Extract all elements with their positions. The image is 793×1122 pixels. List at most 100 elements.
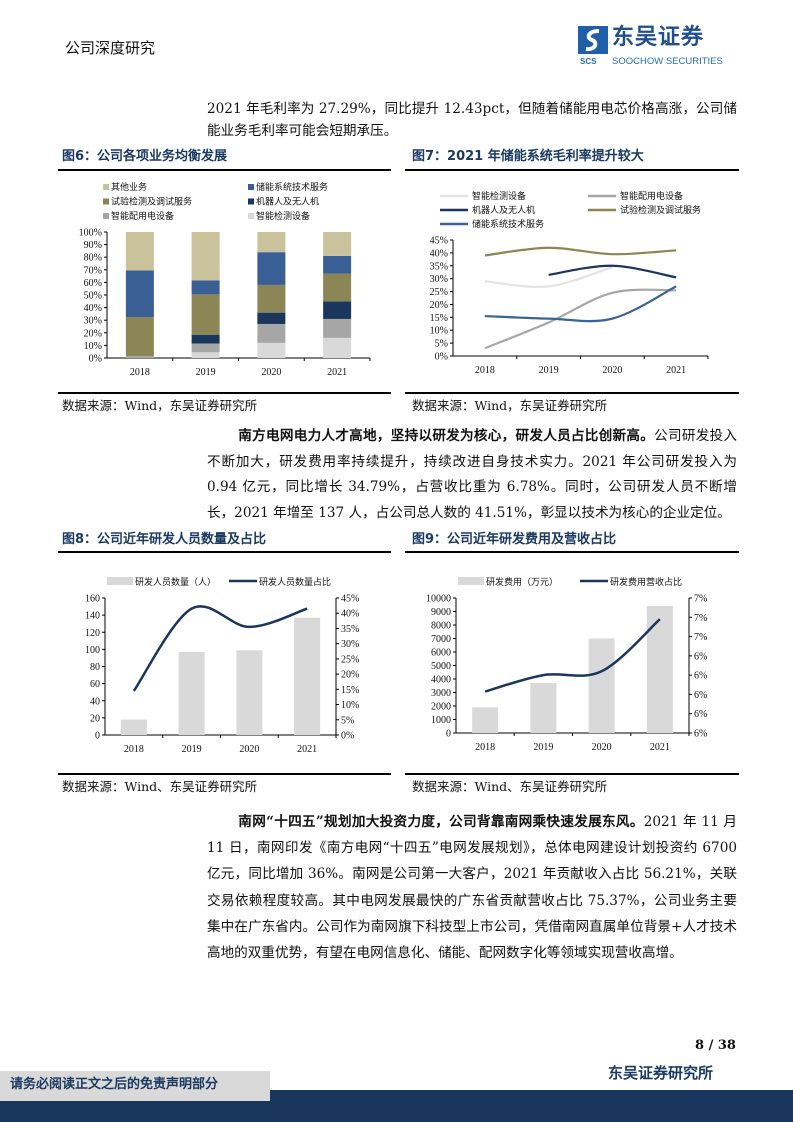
fig7-y-tick-label: 25% [430, 287, 448, 298]
fig9-x-tick-label: 2021 [650, 742, 670, 753]
fig7-title: 图7：2021 年储能系统毛利率提升较大 [412, 149, 644, 164]
fig7-x-tick-label: 2018 [475, 365, 495, 376]
paragraph-rd-body: 公司研发投入不断加大，研发费用率持续提升，持续改进自身技术实力。2021 年公司… [207, 428, 738, 521]
fig8-y-tick-label: 40 [90, 696, 100, 707]
fig6-legend-swatch [103, 198, 109, 205]
fig7-legend-label: 机器人及无人机 [472, 204, 535, 216]
fig7-series-line [484, 285, 677, 323]
logo-mark-icon [578, 26, 608, 54]
fig7-legend-label: 储能系统技术服务 [472, 218, 544, 230]
fig8-y-tick-label: 60 [90, 679, 100, 690]
fig6-y-tick-label: 20% [84, 328, 102, 339]
fig9-bottom-rule [405, 773, 739, 775]
fig8-legend-line-label: 研发人员数量占比 [259, 576, 331, 588]
fig6-y-tick-label: 0% [89, 354, 102, 365]
fig7-y-tick-label: 10% [430, 326, 448, 337]
fig7-y-tick-label: 30% [430, 274, 448, 285]
fig9-y-tick-label: 2000 [431, 702, 451, 713]
fig8-y2-tick-label: 25% [341, 654, 359, 665]
fig9-y2-tick-label: 7% [694, 613, 707, 624]
fig6-y-tick-label: 80% [84, 253, 102, 264]
fig6-y-tick-label: 40% [84, 303, 102, 314]
fig6-bar-segment [257, 232, 286, 253]
fig9-y2-tick-label: 6% [694, 690, 707, 701]
fig6-y-tick-label: 60% [84, 278, 102, 289]
fig8-x-tick-label: 2021 [297, 744, 317, 755]
fig6-y-tick-label: 50% [84, 291, 102, 302]
paragraph-grid: 南网“十四五”规划加大投资力度，公司背靠南网乘快速发展东风。2021 年 11 … [207, 809, 737, 966]
fig9-y-tick-label: 10000 [426, 594, 451, 605]
fig6-bar-segment [323, 255, 352, 274]
fig6-bar-segment [125, 232, 154, 271]
fig8-y-tick-label: 100 [85, 645, 100, 656]
fig7-y-tick-label: 20% [430, 300, 448, 311]
fig6-bar-segment [257, 312, 286, 324]
fig6-legend-label: 智能检测设备 [256, 210, 310, 222]
fig8-y2-tick-label: 15% [341, 685, 359, 696]
fig7-series-line [548, 264, 677, 279]
fig6-legend-label: 智能配用电设备 [111, 210, 174, 222]
paragraph-grid-body: 2021 年 11 月 11 日，南网印发《南方电网“十四五”电网发展规划》，总… [207, 814, 737, 962]
fig7-y-tick-label: 40% [430, 248, 448, 259]
fig8-y2-tick-label: 30% [341, 639, 359, 650]
fig9-title: 图9：公司近年研发费用及营收占比 [412, 532, 617, 547]
fig8-bar [120, 719, 147, 735]
fig9-legend-line-label: 研发费用营收占比 [610, 576, 682, 588]
fig8-y2-tick-label: 20% [341, 670, 359, 681]
fig6-y-tick-label: 10% [84, 341, 102, 352]
fig9-y-tick-label: 4000 [431, 675, 451, 686]
fig9-y2-tick-label: 7% [694, 632, 707, 643]
fig9-y-tick-label: 8000 [431, 621, 451, 632]
fig9-y-tick-label: 1000 [431, 715, 451, 726]
fig8-x-tick-label: 2019 [182, 744, 202, 755]
fig9-y-tick-label: 6000 [431, 648, 451, 659]
fig9-y-tick-label: 0 [446, 729, 451, 740]
fig6-bar-segment [257, 342, 286, 358]
fig8-source: 数据来源：Wind、东吴证券研究所 [62, 779, 258, 794]
logo-mark-text: SCS [580, 57, 597, 66]
fig9-y-tick-label: 7000 [431, 634, 451, 645]
fig6-source: 数据来源：Wind，东吴证券研究所 [62, 398, 258, 413]
fig7-legend-label: 智能检测设备 [472, 190, 526, 202]
fig8-y-tick-label: 140 [85, 611, 100, 622]
fig6-bar-segment [257, 284, 286, 313]
fig8-y2-tick-label: 40% [341, 609, 359, 620]
section-label: 公司深度研究 [65, 39, 156, 57]
fig7-y-tick-label: 5% [435, 339, 448, 350]
paragraph-margin: 2021 年毛利率为 27.29%，同比提升 12.43pct，但随着储能用电芯… [207, 101, 737, 139]
fig6-bottom-rule [58, 392, 391, 394]
fig8-y-tick-label: 0 [95, 731, 100, 742]
fig7-series-line [484, 288, 677, 350]
fig6-bar-segment [125, 356, 154, 358]
disclaimer-box: 请务必阅读正文之后的免责声明部分 [0, 1071, 270, 1101]
fig7-source: 数据来源：Wind，东吴证券研究所 [412, 398, 608, 413]
fig6-bar-segment [191, 352, 220, 358]
fig8-bottom-rule [58, 773, 391, 775]
fig6-x-tick-label: 2020 [261, 367, 281, 378]
fig7-x-tick-label: 2021 [666, 365, 686, 376]
fig6-legend-label: 其他业务 [111, 181, 147, 193]
fig6-legend-swatch [248, 198, 254, 205]
fig7-legend-label: 试验检测及调试服务 [620, 204, 701, 216]
fig6-bar-segment [191, 280, 220, 295]
fig6-legend-label: 储能系统技术服务 [256, 181, 328, 193]
fig6-bar-segment [125, 270, 154, 318]
fig6-x-tick-label: 2018 [130, 367, 150, 378]
fig7-x-tick-label: 2019 [539, 365, 559, 376]
fig6-bar-segment [323, 232, 352, 256]
fig7-legend-label: 智能配用电设备 [620, 190, 683, 202]
fig9-legend-bar-swatch [458, 577, 484, 585]
fig7-y-tick-label: 15% [430, 313, 448, 324]
fig6-y-tick-label: 30% [84, 316, 102, 327]
fig6-title: 图6：公司各项业务均衡发展 [62, 149, 228, 164]
fig6-bar-segment [323, 337, 352, 358]
paragraph-rd: 南方电网电力人才高地，坚持以研发为核心，研发人员占比创新高。公司研发投入不断加大… [207, 424, 737, 526]
fig6-bar-segment [323, 273, 352, 302]
fig7-series-line [484, 266, 613, 288]
fig6-y-tick-label: 70% [84, 265, 102, 276]
fig6-bar-segment [323, 301, 352, 319]
fig6-bar-segment [125, 317, 154, 357]
fig6-bar-segment [191, 232, 220, 281]
fig7-y-tick-label: 0% [435, 352, 448, 363]
footer-brand: 东吴证券研究所 [608, 1064, 714, 1082]
